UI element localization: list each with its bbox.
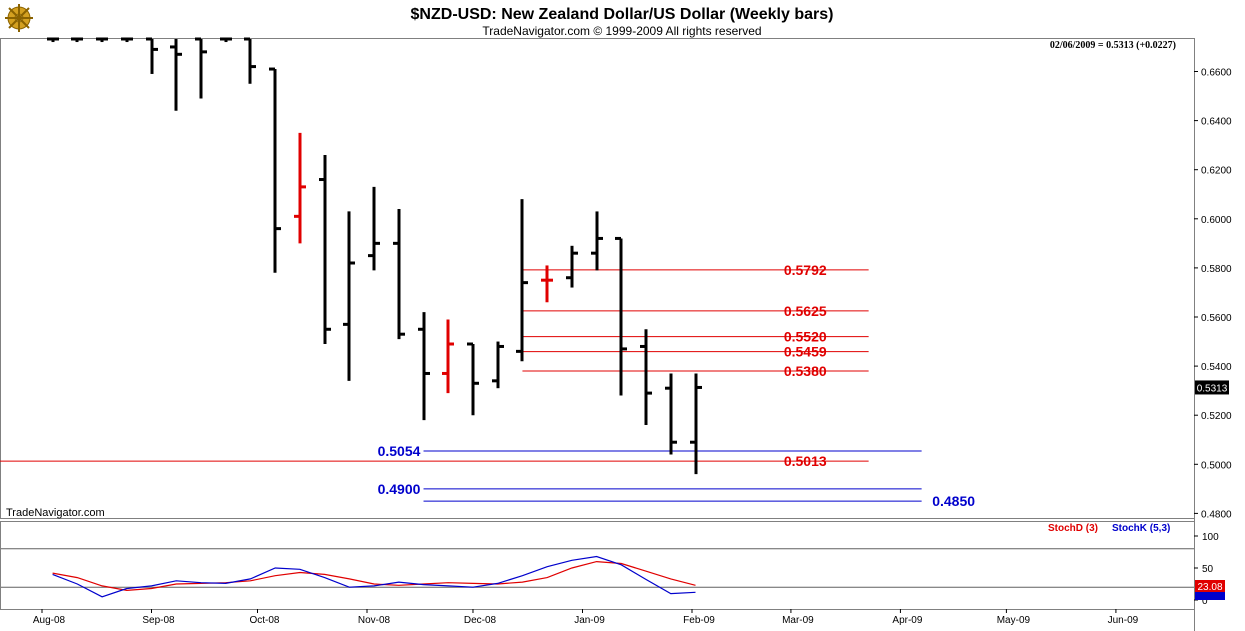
last-price-label: 0.5313 (1197, 383, 1228, 394)
price-bar (146, 37, 158, 74)
price-bar (220, 37, 232, 43)
price-bar (195, 37, 207, 99)
x-tick-label: Sep-08 (142, 615, 175, 626)
ship-wheel-logo-icon (5, 4, 33, 32)
stoch-d-legend: StochD (3) (1048, 523, 1098, 534)
price-bar (244, 37, 256, 84)
price-bar (269, 67, 281, 273)
price-bar (319, 154, 331, 345)
price-bar (96, 37, 108, 43)
level-label: 0.5380 (784, 363, 827, 379)
x-tick-label: Dec-08 (464, 615, 497, 626)
price-readout: 02/06/2009 = 0.5313 (+0.0227) (1050, 40, 1176, 51)
stoch-y-tick-label: 100 (1202, 532, 1219, 543)
chart-subtitle: TradeNavigator.com © 1999-2009 All right… (482, 24, 761, 38)
y-tick-label: 0.5600 (1201, 313, 1232, 324)
y-tick-label: 0.5200 (1201, 411, 1232, 422)
y-tick-label: 0.6600 (1201, 68, 1232, 79)
y-tick-label: 0.6400 (1201, 117, 1232, 128)
x-tick-label: Apr-09 (892, 615, 922, 626)
stoch-last-value-badge: 23.08 (1195, 580, 1225, 600)
watermark: TradeNavigator.com (6, 507, 105, 519)
price-bar (566, 245, 578, 288)
price-bar (591, 211, 603, 271)
y-tick-label: 0.4800 (1201, 509, 1232, 520)
level-label: 0.5054 (378, 443, 421, 459)
level-label: 0.5520 (784, 329, 827, 345)
price-bar (492, 341, 504, 389)
price-bar (294, 132, 306, 244)
x-tick-label: Oct-08 (249, 615, 279, 626)
level-label: 0.5792 (784, 262, 827, 278)
price-y-axis: 0.6600 0.6400 0.6200 0.6000 0.5800 0.5600 0.54… (1194, 68, 1232, 520)
x-tick-label: Jun-09 (1108, 615, 1139, 626)
price-panel-frame (0, 38, 1195, 519)
stoch-series-line (52, 555, 696, 598)
price-bar (368, 186, 380, 271)
price-bar (665, 373, 677, 455)
y-tick-label: 0.5000 (1201, 460, 1232, 471)
x-tick-label: Aug-08 (33, 615, 66, 626)
price-bar (640, 329, 652, 426)
price-bar (393, 208, 405, 340)
price-bar (47, 37, 59, 43)
chart-title: $NZD-USD: New Zealand Dollar/US Dollar (… (411, 6, 834, 23)
stochastic-reference-lines (1, 548, 1194, 588)
price-bar (418, 312, 430, 421)
x-tick-label: Mar-09 (782, 615, 814, 626)
stoch-k-legend: StochK (5,3) (1112, 523, 1170, 534)
price-bar (615, 236, 627, 396)
stochastic-panel-frame (0, 521, 1195, 610)
stoch-series-line (52, 560, 696, 592)
price-bar (541, 265, 553, 303)
price-bar (690, 373, 702, 475)
price-bar (442, 319, 454, 394)
stoch-y-tick-label: 0 (1202, 596, 1208, 607)
level-label: 0.4850 (932, 493, 975, 509)
y-tick-label: 0.6000 (1201, 215, 1232, 226)
x-tick-label: Jan-09 (574, 615, 605, 626)
x-axis: Aug-08 Sep-08 Oct-08 Nov-08 Dec-08 Jan-09 Feb-… (33, 609, 1139, 626)
x-tick-label: Nov-08 (358, 615, 391, 626)
x-tick-label: Feb-09 (683, 615, 715, 626)
level-label: 0.5625 (784, 303, 827, 319)
y-tick-label: 0.5800 (1201, 264, 1232, 275)
stoch-y-tick-label: 50 (1202, 564, 1214, 575)
price-bar (71, 37, 83, 43)
stoch-last-value: 23.08 (1197, 582, 1222, 593)
y-tick-label: 0.5400 (1201, 362, 1232, 373)
x-tick-label: May-09 (997, 615, 1031, 626)
last-price-badge: 0.5313 (1195, 380, 1229, 395)
price-bar (467, 342, 479, 416)
price-bar (343, 211, 355, 381)
price-bar (516, 199, 528, 362)
y-tick-label: 0.6200 (1201, 166, 1232, 177)
price-bars (47, 37, 702, 475)
price-bar (121, 37, 133, 43)
level-label: 0.5459 (784, 344, 827, 360)
price-bar (170, 39, 182, 111)
stochastic-lines (52, 555, 696, 598)
level-label: 0.5013 (784, 453, 827, 469)
level-label: 0.4900 (378, 481, 421, 497)
